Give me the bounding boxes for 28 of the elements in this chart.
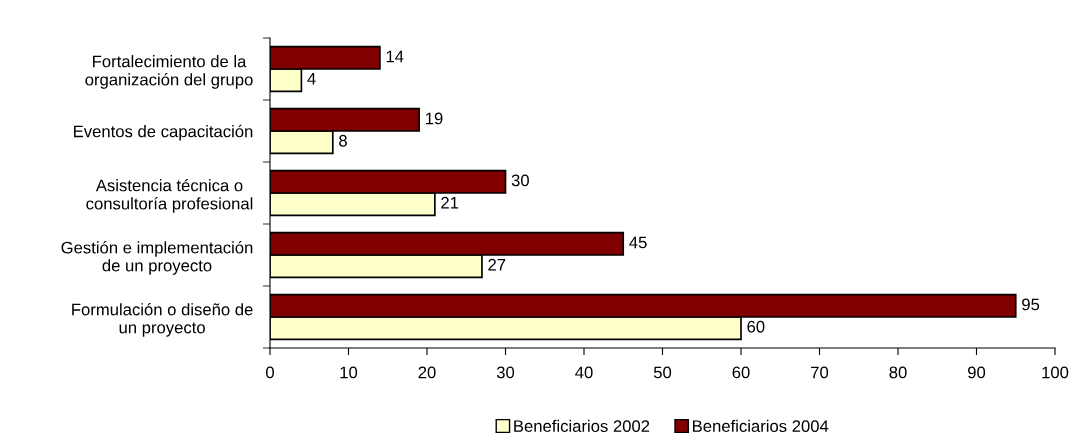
data-label: 27 [488,258,506,271]
y-tick-label: Asistencia técnica o consultoría profesional [86,178,253,213]
y-tick-label: Eventos de capacitación [74,124,253,141]
y-tick-label: Fortalecimiento de la organización del grupo [85,55,253,89]
x-tick-label: 20 [418,366,436,379]
data-label: 8 [339,134,347,147]
x-tick-label: 10 [340,366,358,379]
x-tick-label: 50 [653,366,672,379]
x-tick-label: 40 [575,366,593,379]
data-label: 95 [1022,298,1040,311]
x-tick-label: 30 [496,366,515,379]
data-label: 60 [747,320,765,333]
data-label: 21 [441,196,459,209]
data-label: 4 [307,73,316,85]
y-tick-label: Formulación o diseño de un proyecto [72,303,253,337]
x-tick-label: 60 [732,366,750,379]
x-tick-label: 0 [266,366,274,379]
x-tick-label: 80 [889,366,907,379]
data-label: 14 [386,50,404,63]
data-label: 30 [511,174,529,187]
y-tick-label: Gestión e implementación de un proyecto [61,241,253,275]
legend-label: Beneficiarios 2004 [693,419,829,433]
x-tick-label: 100 [1042,366,1069,379]
data-label: 19 [425,112,443,125]
legend-label: Beneficiarios 2002 [514,419,650,433]
x-tick-label: 70 [811,366,829,379]
x-tick-label: 90 [968,366,986,379]
data-label: 45 [629,236,647,249]
